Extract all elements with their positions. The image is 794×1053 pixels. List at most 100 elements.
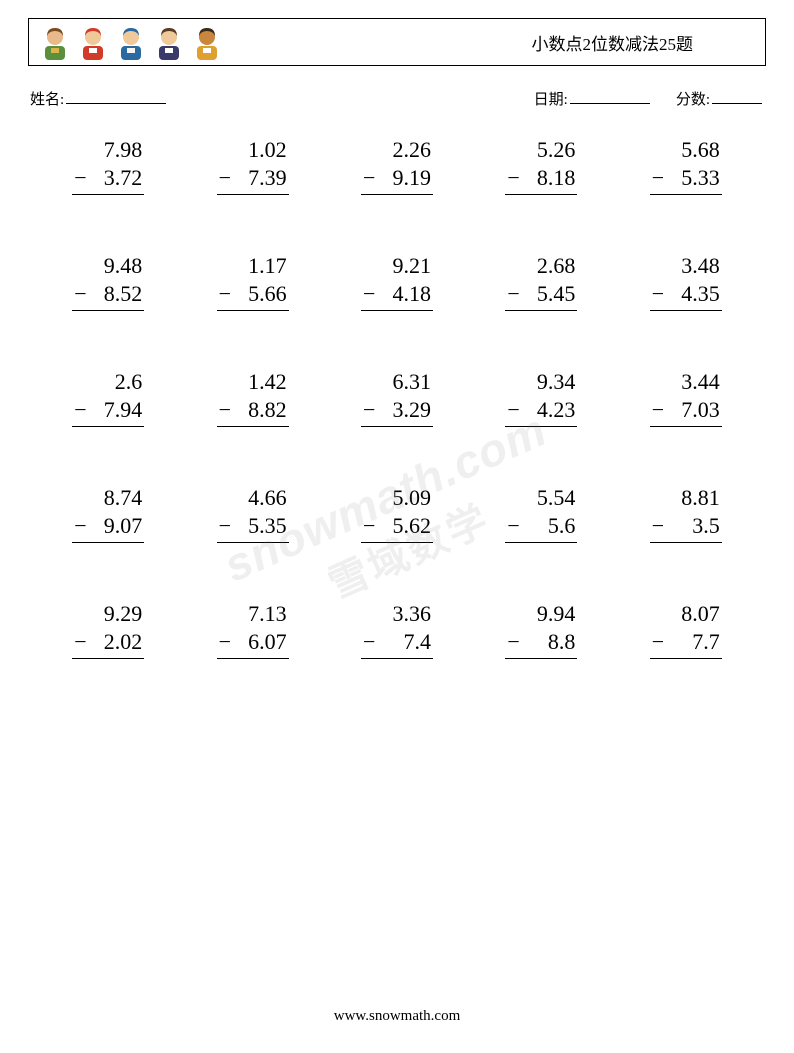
subtraction-problem: 8.81−3.5: [614, 485, 758, 543]
subtrahend: 7.4: [377, 629, 431, 655]
subtrahend: 9.07: [88, 513, 142, 539]
name-blank: [66, 89, 166, 104]
minuend: 3.44: [650, 369, 722, 397]
subtrahend: 5.45: [521, 281, 575, 307]
minus-sign: −: [74, 629, 86, 655]
subtrahend: 6.07: [233, 629, 287, 655]
subtrahend: 5.33: [666, 165, 720, 191]
minus-sign: −: [507, 397, 519, 423]
avatar-row: [41, 24, 221, 60]
date-blank: [570, 89, 650, 104]
minus-sign: −: [652, 629, 664, 655]
minus-sign: −: [363, 513, 375, 539]
minus-sign: −: [363, 281, 375, 307]
subtrahend: 4.18: [377, 281, 431, 307]
subtraction-problem: 1.02−7.39: [180, 137, 324, 195]
minus-sign: −: [507, 165, 519, 191]
date-label: 日期:: [534, 92, 568, 108]
subtraction-problem: 9.94−8.8: [469, 601, 613, 659]
minuend: 9.94: [505, 601, 577, 629]
subtrahend: 7.03: [666, 397, 720, 423]
avatar-icon: [79, 24, 107, 60]
subtraction-problem: 7.13−6.07: [180, 601, 324, 659]
minuend: 7.98: [72, 137, 144, 165]
minuend: 7.13: [217, 601, 289, 629]
minuend: 5.68: [650, 137, 722, 165]
subtraction-problem: 6.31−3.29: [325, 369, 469, 427]
subtrahend: 4.23: [521, 397, 575, 423]
minus-sign: −: [363, 397, 375, 423]
minuend: 8.81: [650, 485, 722, 513]
footer-url: www.snowmath.com: [0, 1008, 794, 1025]
minus-sign: −: [652, 281, 664, 307]
subtraction-problem: 8.07−7.7: [614, 601, 758, 659]
minuend: 1.42: [217, 369, 289, 397]
minuend: 5.54: [505, 485, 577, 513]
minus-sign: −: [507, 629, 519, 655]
minuend: 2.26: [361, 137, 433, 165]
name-label: 姓名:: [30, 92, 64, 108]
subtraction-problem: 9.21−4.18: [325, 253, 469, 311]
subtrahend: 8.8: [521, 629, 575, 655]
subtraction-problem: 5.09−5.62: [325, 485, 469, 543]
minuend: 9.48: [72, 253, 144, 281]
problems-grid: 7.98−3.721.02−7.392.26−9.195.26−8.185.68…: [28, 137, 766, 659]
minus-sign: −: [507, 513, 519, 539]
avatar-icon: [155, 24, 183, 60]
minus-sign: −: [219, 165, 231, 191]
minuend: 9.34: [505, 369, 577, 397]
minuend: 6.31: [361, 369, 433, 397]
subtrahend: 3.29: [377, 397, 431, 423]
minuend: 2.6: [72, 369, 144, 397]
minuend: 9.29: [72, 601, 144, 629]
subtraction-problem: 2.26−9.19: [325, 137, 469, 195]
minuend: 3.36: [361, 601, 433, 629]
subtraction-problem: 9.48−8.52: [36, 253, 180, 311]
minus-sign: −: [363, 165, 375, 191]
subtraction-problem: 9.29−2.02: [36, 601, 180, 659]
subtrahend: 3.5: [666, 513, 720, 539]
minuend: 9.21: [361, 253, 433, 281]
subtraction-problem: 2.68−5.45: [469, 253, 613, 311]
subtraction-problem: 7.98−3.72: [36, 137, 180, 195]
subtraction-problem: 3.36−7.4: [325, 601, 469, 659]
avatar-icon: [117, 24, 145, 60]
subtrahend: 2.02: [88, 629, 142, 655]
minuend: 1.17: [217, 253, 289, 281]
minus-sign: −: [74, 397, 86, 423]
subtrahend: 7.7: [666, 629, 720, 655]
subtrahend: 5.66: [233, 281, 287, 307]
avatar-icon: [193, 24, 221, 60]
subtraction-problem: 5.54−5.6: [469, 485, 613, 543]
subtrahend: 8.52: [88, 281, 142, 307]
minus-sign: −: [652, 397, 664, 423]
subtrahend: 5.35: [233, 513, 287, 539]
subtraction-problem: 4.66−5.35: [180, 485, 324, 543]
subtrahend: 5.6: [521, 513, 575, 539]
subtraction-problem: 1.42−8.82: [180, 369, 324, 427]
minus-sign: −: [219, 397, 231, 423]
subtraction-problem: 2.6−7.94: [36, 369, 180, 427]
subtraction-problem: 3.44−7.03: [614, 369, 758, 427]
minus-sign: −: [363, 629, 375, 655]
subtrahend: 9.19: [377, 165, 431, 191]
minuend: 1.02: [217, 137, 289, 165]
minus-sign: −: [652, 513, 664, 539]
minus-sign: −: [219, 629, 231, 655]
minus-sign: −: [652, 165, 664, 191]
minus-sign: −: [74, 165, 86, 191]
minus-sign: −: [219, 281, 231, 307]
subtrahend: 3.72: [88, 165, 142, 191]
minus-sign: −: [219, 513, 231, 539]
subtraction-problem: 5.68−5.33: [614, 137, 758, 195]
minuend: 8.07: [650, 601, 722, 629]
avatar-icon: [41, 24, 69, 60]
minuend: 2.68: [505, 253, 577, 281]
subtrahend: 8.18: [521, 165, 575, 191]
minuend: 5.26: [505, 137, 577, 165]
minuend: 3.48: [650, 253, 722, 281]
minus-sign: −: [507, 281, 519, 307]
subtrahend: 5.62: [377, 513, 431, 539]
minuend: 5.09: [361, 485, 433, 513]
subtraction-problem: 1.17−5.66: [180, 253, 324, 311]
